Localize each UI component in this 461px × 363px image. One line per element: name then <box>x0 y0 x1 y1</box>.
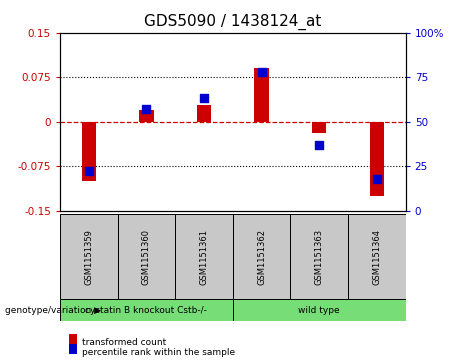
Bar <box>69 344 77 354</box>
Bar <box>290 214 348 299</box>
Point <box>200 95 207 101</box>
Text: wild type: wild type <box>298 306 340 315</box>
Bar <box>82 122 96 181</box>
Text: GSM1151360: GSM1151360 <box>142 229 151 285</box>
Point <box>315 142 323 148</box>
Text: transformed count: transformed count <box>82 338 166 347</box>
Bar <box>312 122 326 134</box>
Bar <box>233 214 290 299</box>
Title: GDS5090 / 1438124_at: GDS5090 / 1438124_at <box>144 14 321 30</box>
Bar <box>69 334 77 344</box>
Bar <box>197 105 211 122</box>
Point <box>373 176 381 182</box>
Bar <box>60 299 233 321</box>
Text: GSM1151359: GSM1151359 <box>84 229 93 285</box>
Text: GSM1151363: GSM1151363 <box>315 229 324 285</box>
Bar <box>348 214 406 299</box>
Point <box>85 168 92 174</box>
Point <box>258 69 266 75</box>
Bar <box>139 110 154 122</box>
Text: GSM1151362: GSM1151362 <box>257 229 266 285</box>
Bar <box>370 122 384 196</box>
Text: GSM1151364: GSM1151364 <box>372 229 381 285</box>
Text: percentile rank within the sample: percentile rank within the sample <box>82 348 235 356</box>
Text: GSM1151361: GSM1151361 <box>200 229 208 285</box>
Bar <box>233 299 406 321</box>
Bar <box>175 214 233 299</box>
Point <box>142 106 150 112</box>
Bar <box>118 214 175 299</box>
Text: genotype/variation ▶: genotype/variation ▶ <box>5 306 100 315</box>
Text: cystatin B knockout Cstb-/-: cystatin B knockout Cstb-/- <box>85 306 207 315</box>
Bar <box>60 214 118 299</box>
Bar <box>254 68 269 122</box>
